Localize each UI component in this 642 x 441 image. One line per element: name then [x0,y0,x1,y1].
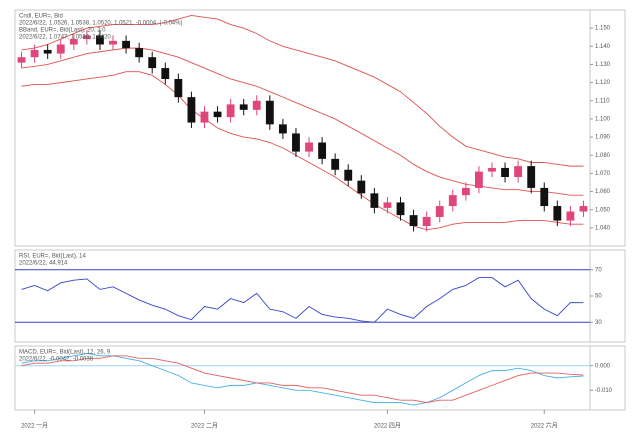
candle-body [226,104,235,118]
candle-body [331,158,340,170]
candle-body [56,44,65,54]
series-line [21,71,584,231]
legend-text: 2022/6/22, 1.0526, 1.0538, 1.0520, 1.052… [19,21,182,27]
legend-text: MACD, EUR=, Bid(Last), 12, 26, 9 [19,350,111,356]
legend-text: 2022/6/22, 1.0747, 1.0580, 1.0420 [19,35,111,41]
candle-body [17,57,26,63]
y-tick-label: 1.100 [595,117,611,123]
y-tick-label: 0.000 [595,363,611,369]
candle-body [109,40,117,45]
candle-body [292,133,300,152]
legend-text: 2022/6/22, 44.914 [19,261,68,267]
candle-body [174,78,183,98]
candle-body [475,171,483,188]
candle-body [370,193,379,208]
y-tick-label: -0.010 [595,388,613,394]
legend-text: BBand, EUR=, Bid(Last), 20, 2.0 [19,28,106,34]
candle-body [344,169,353,181]
panel-frame [14,249,626,343]
candle-body [252,100,261,110]
candle-body [96,35,104,45]
candle-body [527,166,536,188]
candle-body [566,211,575,221]
candle-body [82,35,91,40]
candle-body [553,206,562,221]
legend-text: RSI, EUR=, Bid(Last), 14 [19,254,87,260]
candle-body [187,97,196,123]
y-tick-label: 70 [595,267,602,273]
candle-body [409,215,418,227]
panel-frame [14,9,626,247]
candle-body [501,167,509,178]
candle-body [318,142,327,159]
candle-body [383,202,392,208]
candle-body [422,216,431,227]
candle-body [161,68,170,79]
panel-frame [14,345,626,411]
candle-body [514,166,523,178]
y-tick-label: 1.080 [595,153,611,159]
x-tick-label: 2022 一月 [21,423,48,430]
candle-body [396,202,405,216]
candle-body [239,104,248,110]
y-tick-label: 1.090 [595,135,611,141]
x-tick-label: 2022 四月 [374,423,401,430]
series-line [21,47,584,196]
series-line [21,14,584,167]
series-line [21,277,584,323]
candle-body [148,57,157,69]
y-tick-label: 50 [595,294,602,300]
candle-body [435,206,444,217]
candle-body [122,40,130,49]
candle-body [200,111,209,123]
candle-body [305,142,313,152]
candle-body [278,124,287,134]
series-line [21,355,584,404]
y-tick-label: 1.060 [595,189,611,195]
y-tick-label: 1.040 [595,225,611,231]
y-tick-label: 1.140 [595,44,611,50]
x-tick-label: 2022 六月 [531,422,558,430]
candle-body [135,48,144,58]
y-tick-label: 1.150 [595,26,611,32]
candle-body [213,111,222,118]
legend-text: 2022/6/22, -0.0042, -0.0038 [19,357,94,363]
candle-body [43,49,52,54]
y-tick-label: 1.110 [595,98,610,104]
y-tick-label: 1.130 [595,62,611,68]
candle-body [69,39,78,45]
candle-body [448,195,457,207]
candle-body [357,180,366,194]
candle-body [540,187,549,207]
candle-body [30,49,39,58]
y-tick-label: 1.120 [595,80,611,86]
candle-body [488,167,496,172]
x-tick-label: 2022 二月 [191,423,218,430]
candle-body [265,100,274,125]
y-tick-label: 1.070 [595,171,611,177]
candle-body [579,206,588,212]
legend-text: Cndl, EUR=, Bid [19,14,63,20]
y-tick-label: 30 [595,320,602,326]
candle-body [461,187,470,196]
y-tick-label: 1.050 [595,207,611,213]
